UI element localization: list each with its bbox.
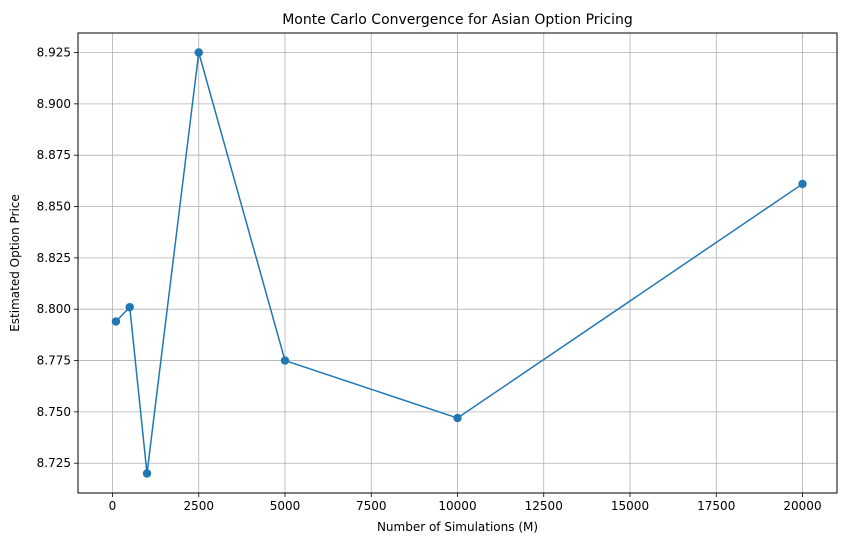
data-point <box>453 413 462 423</box>
x-tick-label: 10000 <box>438 499 476 513</box>
x-tick-label: 20000 <box>783 499 821 513</box>
x-axis-title: Number of Simulations (M) <box>377 520 538 534</box>
x-tick-label: 17500 <box>697 499 735 513</box>
y-tick-label: 8.725 <box>37 456 71 470</box>
y-tick-label: 8.925 <box>37 46 71 60</box>
series-layer <box>111 48 807 478</box>
axis-ticks: 0 2500 5000 7500 10000 12500 15000 17500 20000 8.… <box>37 46 822 513</box>
data-point <box>125 302 134 312</box>
x-tick-label: 7500 <box>356 499 387 513</box>
y-tick-label: 8.750 <box>37 405 71 419</box>
y-tick-label: 8.900 <box>37 97 71 111</box>
y-axis-title: Estimated Option Price <box>8 194 22 332</box>
x-tick-label: 5000 <box>270 499 301 513</box>
data-point <box>142 469 152 478</box>
data-point <box>280 356 290 365</box>
x-tick-label: 0 <box>109 499 117 513</box>
data-point <box>194 48 203 57</box>
grid-lines <box>78 33 837 493</box>
x-tick-label: 15000 <box>611 499 649 513</box>
y-tick-label: 8.800 <box>37 302 71 316</box>
data-point <box>798 179 807 189</box>
y-tick-label: 8.875 <box>37 148 71 162</box>
x-tick-label: 12500 <box>525 499 563 513</box>
y-tick-label: 8.850 <box>37 200 71 214</box>
x-tick-label: 2500 <box>183 499 214 513</box>
chart-title: Monte Carlo Convergence for Asian Option… <box>282 12 633 28</box>
y-tick-label: 8.825 <box>37 251 71 265</box>
y-tick-label: 8.775 <box>37 354 71 368</box>
data-point <box>111 317 121 326</box>
